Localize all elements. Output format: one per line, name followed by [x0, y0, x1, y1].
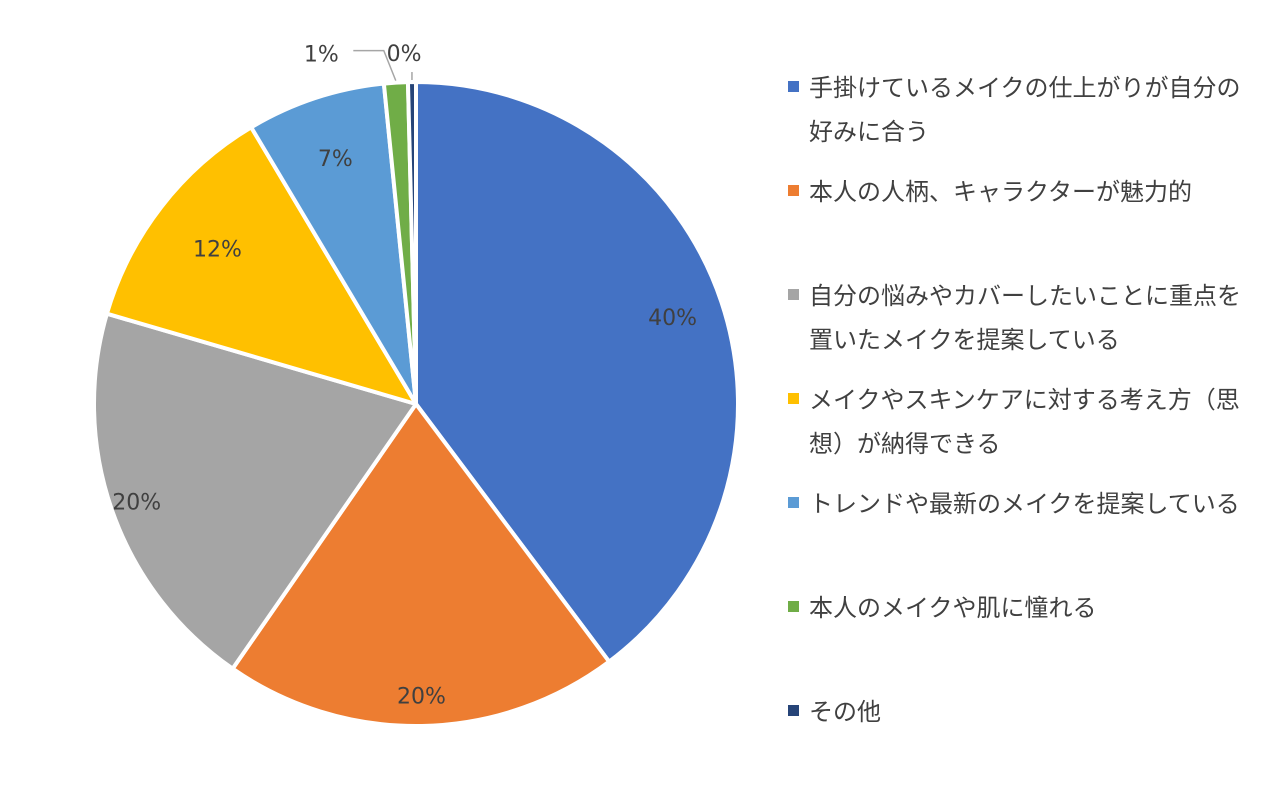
legend-swatch-4 [788, 393, 799, 404]
legend-swatch-7 [788, 705, 799, 716]
legend-item-7: その他 [788, 690, 1249, 734]
data-labels: 40% 20% 20% 12% 7% 1% 0% [112, 42, 697, 710]
legend-item-6: 本人のメイクや肌に憧れる [788, 586, 1249, 630]
data-label-5: 7% [318, 147, 353, 172]
pie-slice-2 [230, 402, 612, 728]
leader-line-6 [353, 49, 397, 81]
legend-label-7: その他 [809, 698, 881, 726]
legend-label-1: 手掛けているメイクの仕上がりが自分の好みに合う [809, 74, 1241, 146]
legend-item-3: 自分の悩みやカバーしたいことに重点を置いたメイクを提案している [788, 274, 1249, 362]
pie-slice-1 [414, 80, 740, 664]
legend-item-4: メイクやスキンケアに対する考え方（思想）が納得できる [788, 378, 1249, 466]
data-label-2: 20% [397, 684, 446, 709]
legend-item-5: トレンドや最新のメイクを提案している [788, 482, 1249, 526]
legend-label-2: 本人の人柄、キャラクターが魅力的 [809, 178, 1193, 206]
legend-swatch-2 [788, 185, 799, 196]
legend-swatch-5 [788, 497, 799, 508]
legend-label-3: 自分の悩みやカバーしたいことに重点を置いたメイクを提案している [809, 282, 1241, 354]
legend-swatch-1 [788, 81, 799, 92]
legend-swatch-6 [788, 601, 799, 612]
legend-label-5: トレンドや最新のメイクを提案している [809, 490, 1240, 518]
data-label-3: 20% [112, 490, 161, 515]
pie-slices [92, 80, 740, 728]
pie-slice-5 [249, 81, 418, 406]
data-label-4: 12% [193, 238, 242, 263]
legend-item-1: 手掛けているメイクの仕上がりが自分の好みに合う [788, 66, 1249, 154]
pie-slice-4 [104, 125, 418, 406]
data-label-1: 40% [648, 306, 697, 331]
leader-lines [353, 49, 413, 81]
data-label-6: 1% [304, 43, 339, 68]
legend-swatch-3 [788, 289, 799, 300]
data-label-7: 0% [387, 42, 422, 67]
legend-label-4: メイクやスキンケアに対する考え方（思想）が納得できる [809, 386, 1240, 458]
pie-slice-7 [405, 80, 418, 406]
legend-label-6: 本人のメイクや肌に憧れる [809, 594, 1097, 622]
pie-slice-3 [92, 311, 418, 671]
legend-item-2: 本人の人柄、キャラクターが魅力的 [788, 170, 1249, 214]
